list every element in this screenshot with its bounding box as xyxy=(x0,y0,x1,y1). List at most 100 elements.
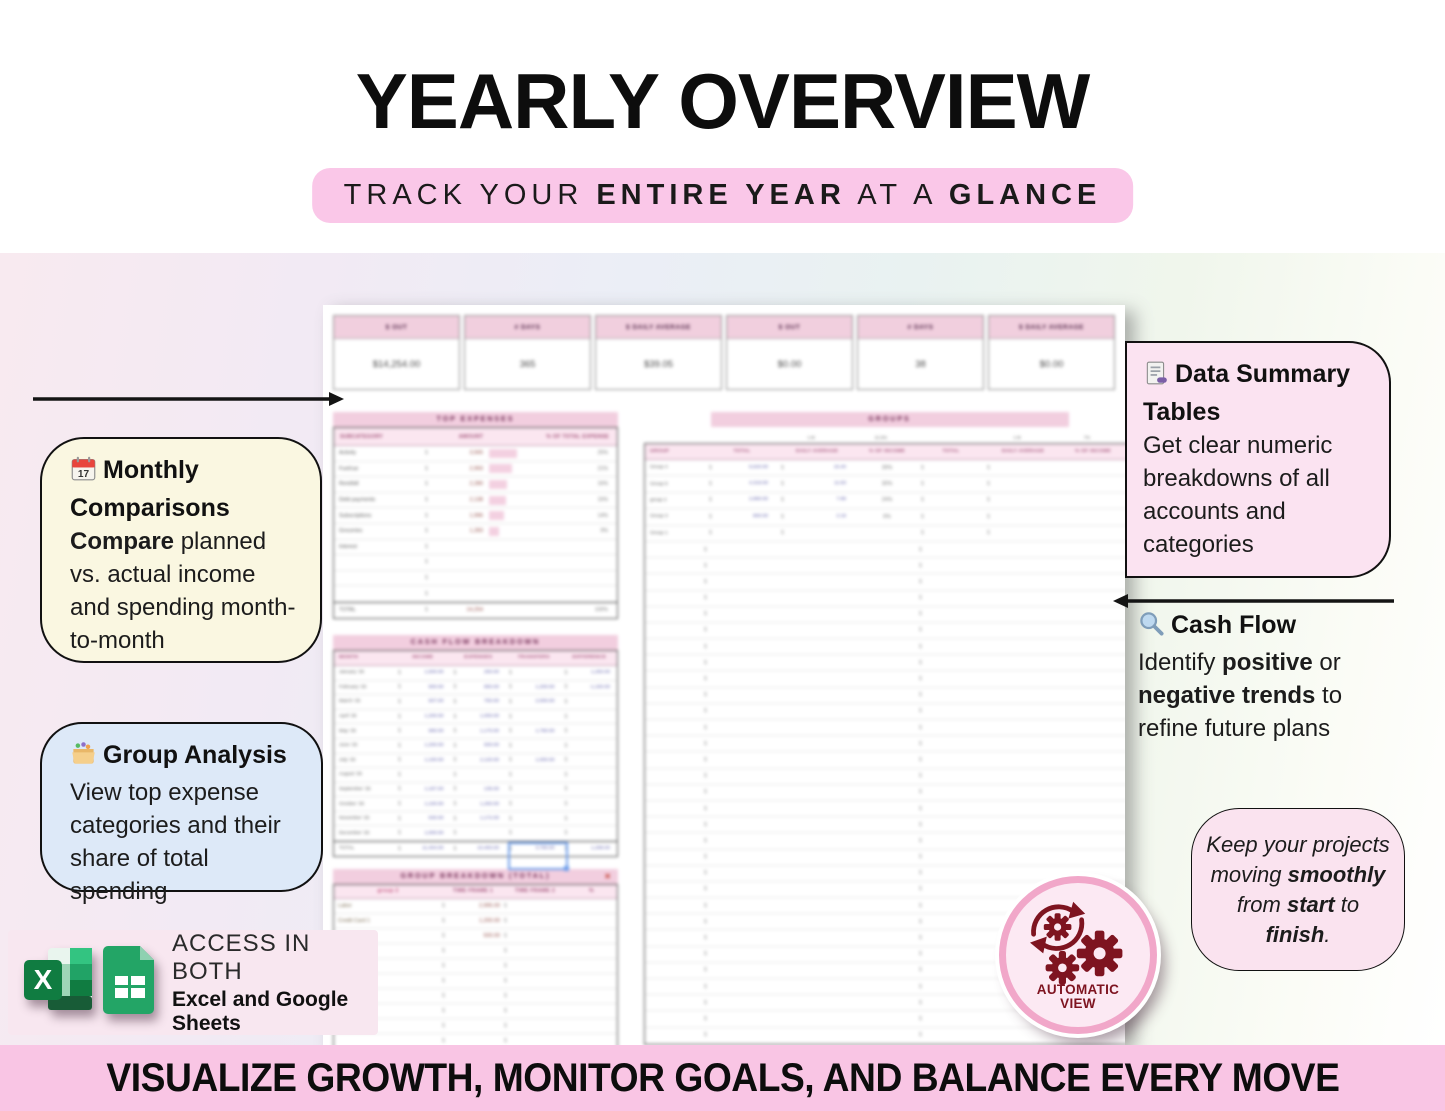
cell: $ xyxy=(442,1022,445,1029)
cell: $ xyxy=(919,1032,922,1039)
cell: 11,404.00 xyxy=(422,846,444,852)
folder-icon xyxy=(70,740,97,776)
cell xyxy=(930,497,984,503)
cell: 1,000.00 xyxy=(535,757,555,763)
summary-card: $ DAILY AVERAGE $39.05 xyxy=(595,315,722,390)
projects-bold: finish xyxy=(1265,921,1325,947)
cell: $1,000.00 xyxy=(451,714,507,720)
cell: $ xyxy=(984,514,1062,520)
cell: $ xyxy=(704,692,707,699)
summary-card: $ OUT $0.00 xyxy=(726,315,853,390)
cell: $ xyxy=(919,918,922,925)
summary-card-label: $ OUT xyxy=(334,316,459,339)
cell xyxy=(930,465,984,471)
cell: 2,000.00 xyxy=(535,699,555,705)
cell: $500.00 xyxy=(442,933,504,939)
cell: 39% xyxy=(881,464,893,471)
projects-part: Keep your projects moving xyxy=(1206,831,1390,887)
cell: $ xyxy=(509,669,512,676)
monthly-heading: 17 Monthly Comparisons xyxy=(70,453,300,525)
cell: $ xyxy=(984,497,1062,503)
cell: 2,880.00 xyxy=(748,497,768,503)
cell: 500.00 xyxy=(483,932,501,939)
projects-bold: smoothly xyxy=(1287,861,1386,887)
cell: $ xyxy=(504,962,507,969)
table-row: $ $ xyxy=(645,752,1125,769)
cell: $ xyxy=(709,530,712,537)
projects-part: to xyxy=(1334,891,1360,917)
cell: $1,790.00 xyxy=(506,728,562,734)
cell: $ xyxy=(395,772,451,778)
cell: May '25 xyxy=(339,728,356,734)
cell: Fuel/car xyxy=(339,465,359,472)
access-box: X ACCESS IN BOTH Excel and Google Sheets xyxy=(8,930,378,1035)
cell: September '25 xyxy=(339,786,371,792)
cell: 1,500.00 xyxy=(424,670,444,676)
cell: $ xyxy=(509,786,512,793)
cash-flow-body: Identify positive or negative trends to … xyxy=(1138,646,1388,745)
cell: $ xyxy=(704,870,707,877)
cell: 15.40 xyxy=(833,464,846,470)
callout-cash-flow: Cash Flow Identify positive or negative … xyxy=(1138,608,1388,745)
cell: 2,993 xyxy=(469,465,484,472)
cell: $ xyxy=(398,757,401,764)
table-row: Activity $3,565 25% xyxy=(334,446,617,462)
table-row: Groceries $1,283 9% xyxy=(334,524,617,540)
cell xyxy=(512,948,566,954)
table-row: $500.00 $ xyxy=(334,929,617,944)
cell: 1,187.00 xyxy=(424,786,444,792)
cell: $ xyxy=(506,801,562,807)
cell: $ xyxy=(425,450,428,457)
cell: $ xyxy=(504,1008,566,1014)
col-header: TIME FRAME 1 xyxy=(452,888,494,895)
summary-card: # DAYS 365 xyxy=(464,315,591,390)
cell: $ xyxy=(453,830,457,837)
cell: 1,298.00 xyxy=(590,846,610,852)
cell: TOTAL xyxy=(339,846,355,852)
cell: $ xyxy=(453,801,457,808)
table-row: June '25 $1,200.00 $500.00 $ $ xyxy=(334,739,617,754)
cell: $ xyxy=(704,902,707,909)
cell: $ xyxy=(987,464,990,471)
cash-flow-body-part: to refine future plans xyxy=(1138,682,1343,742)
bar-cell xyxy=(483,448,527,458)
top-expenses-table: TOP EXPENSES SUBCATEGORY AMOUNT % OF TOTAL … xyxy=(333,412,618,619)
bar-cell xyxy=(483,526,527,536)
table-row: $ $ xyxy=(645,639,1125,656)
bar xyxy=(489,526,499,536)
data-summary-heading-text: Data Summary Tables xyxy=(1143,360,1351,426)
cell: $ xyxy=(919,886,922,893)
bar xyxy=(489,464,513,474)
cell: $ xyxy=(781,513,784,520)
cell: $ xyxy=(453,786,457,793)
cell: $ xyxy=(509,728,512,735)
cell: $ xyxy=(704,854,707,861)
cell: $ xyxy=(509,742,512,749)
cell: Subscriptions xyxy=(339,512,372,519)
cell: $ xyxy=(453,698,457,705)
cell: January '25 xyxy=(339,670,365,676)
col-header: TRANSFERS xyxy=(517,655,550,661)
table-row: August '25 $ $ $ $ xyxy=(334,768,617,783)
cell: 135.00 xyxy=(484,786,499,792)
cell: $ xyxy=(704,562,707,569)
filter-cell: 1 M xyxy=(807,434,815,440)
bar xyxy=(489,511,505,521)
cell xyxy=(512,1023,566,1029)
cell: $ xyxy=(442,992,445,999)
table-row: $ $ xyxy=(645,655,1125,672)
summary-card-label: # DAYS xyxy=(858,316,983,339)
cell: $2,120.00 xyxy=(451,757,507,763)
cell: $ xyxy=(562,816,618,822)
cell: $1,298.00 xyxy=(562,846,618,852)
cell: 1,250.00 xyxy=(590,670,610,676)
cell: $ xyxy=(509,684,512,691)
cell: $1,250.00 xyxy=(562,670,618,676)
cell: $ xyxy=(709,464,712,471)
cell: $ xyxy=(442,1008,504,1014)
cell: $ xyxy=(398,801,401,808)
col-header: AMOUNT xyxy=(458,433,484,440)
cell: $2,995.00 xyxy=(442,903,504,909)
cell: $ xyxy=(781,497,784,504)
